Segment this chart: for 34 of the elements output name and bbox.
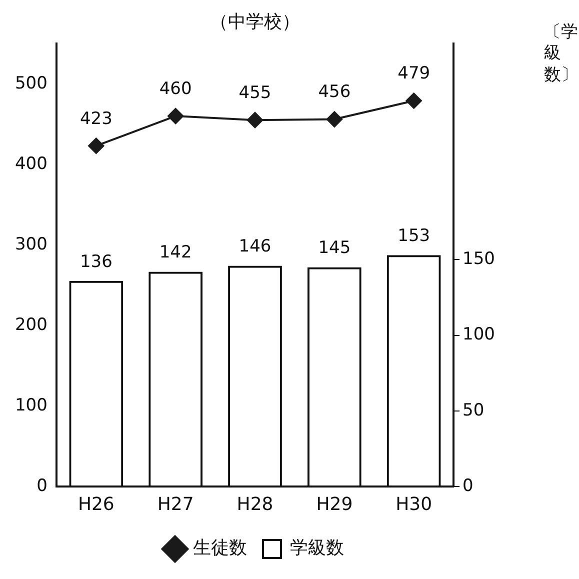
data-label: 423 (80, 108, 112, 129)
data-label: 455 (238, 83, 272, 104)
y2-axis-title: 〔学級数〕 (544, 22, 578, 86)
y2-tick-label: 50 (462, 400, 484, 420)
point (326, 111, 342, 128)
legend-label: 学級数 (290, 538, 344, 559)
y-tick-label: 0 (36, 476, 48, 496)
legend-label: 生徒数 (193, 538, 247, 559)
y-tick-label: 300 (14, 234, 48, 254)
data-label: 456 (318, 82, 351, 102)
x-tick-label: H30 (396, 494, 432, 515)
y-tick-label: 400 (14, 154, 48, 174)
x-tick-label: H29 (316, 494, 353, 515)
chart-title: （中学校） (210, 11, 300, 32)
point (168, 108, 184, 124)
data-label: 146 (238, 236, 272, 257)
x-tick-label: H28 (236, 494, 274, 515)
point (247, 112, 263, 128)
x-tick-label: H27 (157, 494, 194, 515)
y2-tick-label: 150 (462, 249, 496, 270)
data-label: 136 (80, 252, 112, 272)
data-label: 479 (398, 64, 430, 84)
y2-tick-label: 0 (462, 476, 474, 496)
y2-tick-label: 100 (462, 324, 496, 345)
point (406, 92, 422, 109)
data-label: 142 (159, 242, 192, 263)
data-label: 145 (318, 238, 351, 258)
point (88, 138, 104, 154)
x-tick-label: H26 (78, 494, 114, 515)
y-tick-label: 500 (14, 73, 48, 94)
y-tick-label: 200 (14, 314, 48, 335)
data-label: 153 (398, 226, 430, 246)
data-label: 460 (159, 78, 192, 99)
y-tick-label: 100 (14, 395, 48, 416)
